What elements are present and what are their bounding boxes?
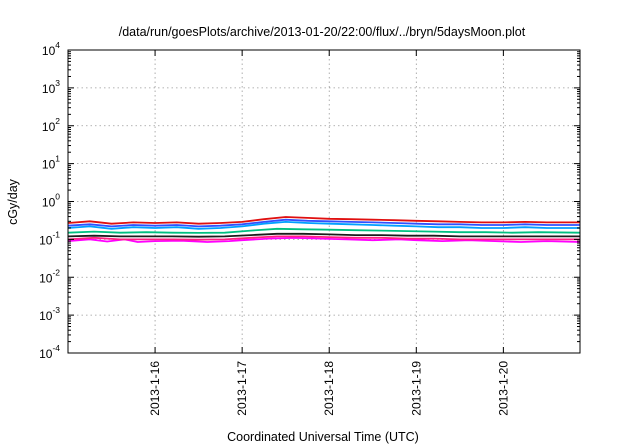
tick-marks [68,49,580,354]
grid [68,50,580,353]
x-tick-label: 2013-1-18 [322,361,336,416]
series-line-3 [67,232,580,238]
y-tick-label: 103 [42,78,60,96]
x-tick-label: 2013-1-20 [496,361,510,416]
x-axis-label: Coordinated Universal Time (UTC) [227,430,419,444]
y-tick-label: 101 [42,154,60,172]
series-group [67,216,581,243]
y-tick-label: 104 [42,40,60,58]
y-tick-label: 10-4 [39,343,60,361]
y-tick-label: 102 [42,116,60,134]
y-axis-label: cGy/day [6,178,20,225]
y-tick-labels: 10-4 10-3 10-2 10-1 100 101 102 103 104 [39,40,60,361]
series-line-2 [67,235,580,241]
chart-title: /data/run/goesPlots/archive/2013-01-20/2… [119,25,526,39]
series-line-7 [67,216,580,225]
y-tick-label: 10-3 [39,305,60,323]
x-tick-label: 2013-1-16 [148,361,162,416]
x-tick-label: 2013-1-17 [235,361,249,416]
series-line-5 [67,220,580,230]
y-tick-label: 100 [42,192,60,210]
y-tick-label: 10-1 [39,229,60,247]
series-line-6 [67,218,580,228]
x-tick-labels: 2013-1-16 2013-1-17 2013-1-18 2013-1-19 2013… [148,361,510,416]
series-line-4 [67,227,581,234]
x-tick-label: 2013-1-19 [409,361,423,416]
series-line-1 [67,236,581,243]
y-tick-label: 10-2 [39,267,60,285]
